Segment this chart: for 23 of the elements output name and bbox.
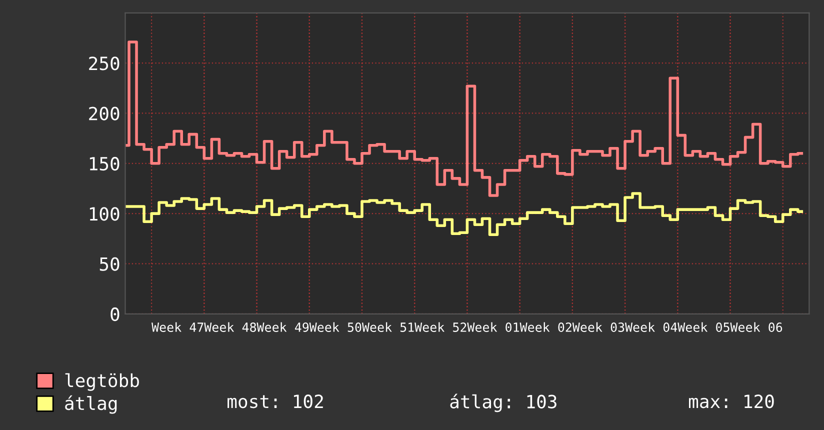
x-tick-label: Week 49 (256, 322, 309, 332)
y-tick-label: 200 (89, 106, 120, 120)
x-tick-label: Week 05 (678, 322, 730, 332)
text: most: 102 (228, 394, 323, 408)
y-tick-label: 150 (90, 156, 120, 171)
x-tick-label: Week 51 (362, 322, 414, 332)
legend-label: legtöbb (65, 373, 139, 391)
x-tick-label: Week 52 (414, 322, 466, 332)
text: átlag: 103 (450, 394, 556, 412)
y-tick-label: 100 (90, 207, 120, 221)
x-tick-label: Week 47 (152, 322, 204, 332)
x-tick-label: Week 50 (309, 322, 362, 332)
x-tick-label: Week 04 (625, 322, 678, 332)
y-tick-label: 0 (110, 307, 120, 322)
x-tick-label: Week 03 (572, 322, 624, 332)
x-tick-label: Week 48 (204, 322, 256, 332)
x-tick-label: Week 01 (467, 322, 520, 332)
text: max: 120 (689, 394, 774, 408)
x-tick-label: Week 06 (730, 322, 782, 332)
y-tick-label: 50 (100, 257, 120, 271)
y-tick-label: 250 (89, 56, 120, 70)
x-tick-label: Week 02 (520, 322, 572, 332)
legend-label: átlag (65, 395, 117, 414)
